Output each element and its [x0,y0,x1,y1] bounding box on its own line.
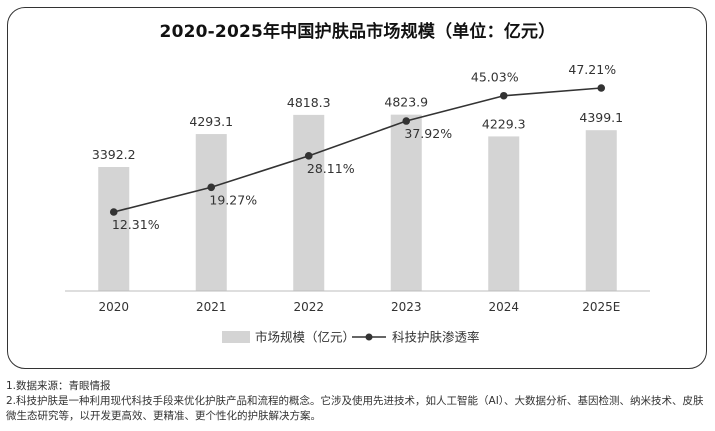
bar-value-label-2023: 4823.9 [384,95,428,110]
bar-value-label-2020: 3392.2 [92,147,136,162]
line-value-label-2024: 45.03% [471,70,519,85]
line-value-label-2025E: 47.21% [568,62,616,77]
bar-2025E [585,130,617,291]
line-value-label-2023: 37.92% [404,126,452,141]
legend-line-marker [365,333,373,341]
line-point-2022 [304,152,313,160]
line-point-2021 [207,183,216,192]
x-tick-label-2022: 2022 [293,300,324,314]
bar-value-label-2022: 4818.3 [287,95,331,110]
bar-2024 [488,136,520,291]
bar-value-label-2021: 4293.1 [189,114,233,129]
x-tick-label-2020: 2020 [98,300,129,314]
x-tick-label-2024: 2024 [488,300,519,314]
bar-value-label-2025E: 4399.1 [579,110,623,125]
bar-2023 [390,114,422,291]
bar-2021 [195,134,227,291]
legend-line-label: 科技护肤渗透率 [392,330,480,345]
footnote-definition: 2.科技护肤是一种利用现代科技手段来优化护肤产品和流程的概念。它涉及使用先进技术… [6,395,704,422]
footnote-source: 1.数据来源：青眼情报 [6,380,111,392]
line-value-label-2021: 19.27% [209,192,257,207]
line-point-2020 [109,208,118,216]
x-tick-label-2025E: 2025E [582,300,620,314]
line-value-label-2022: 28.11% [307,161,355,176]
legend-bar-swatch [222,331,250,343]
bar-2022 [293,114,325,292]
line-point-2024 [499,91,508,100]
line-point-2023 [402,117,411,125]
legend-bar-label: 市场规模（亿元） [255,330,355,345]
bar-2020 [98,167,130,291]
x-tick-label-2021: 2021 [196,300,227,314]
bar-value-label-2024: 4229.3 [482,116,526,131]
penetration-line [113,87,602,213]
x-tick-label-2023: 2023 [391,300,422,314]
line-value-label-2020: 12.31% [112,217,160,232]
chart-title: 2020-2025年中国护肤品市场规模（单位：亿元） [159,22,556,42]
line-point-2025E [597,84,606,92]
footnotes: 1.数据来源：青眼情报 2.科技护肤是一种利用现代科技手段来优化护肤产品和流程的… [6,379,712,424]
